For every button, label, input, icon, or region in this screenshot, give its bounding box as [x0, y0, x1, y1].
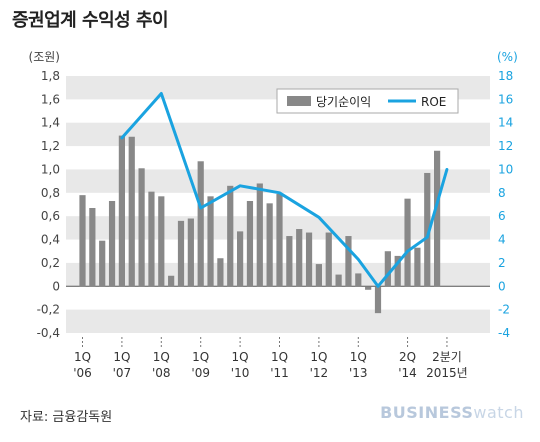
- bar: [79, 195, 86, 287]
- left-tick-label: 0,8: [41, 186, 60, 200]
- legend-bar-swatch: [287, 96, 311, 106]
- bar: [217, 258, 224, 287]
- x-tick-label: 1Q: [350, 350, 367, 364]
- bar: [276, 193, 283, 287]
- right-tick-label: -2: [498, 303, 510, 317]
- bar: [355, 273, 362, 287]
- bar: [414, 247, 421, 287]
- x-tick-label: '11: [270, 366, 289, 380]
- left-tick-label: 0,4: [41, 233, 60, 247]
- right-tick-label: 4: [498, 233, 506, 247]
- brand-part1: BUSINESS: [380, 403, 474, 422]
- x-tick-label: 1Q: [271, 350, 288, 364]
- left-tick-label: 1,6: [41, 92, 60, 106]
- x-tick-label: '07: [113, 366, 132, 380]
- legend-bar-label: 당기순이익: [316, 95, 371, 109]
- bar: [158, 196, 165, 287]
- bar: [89, 208, 96, 287]
- left-tick-label: -0,4: [37, 326, 60, 340]
- x-tick-label: '09: [191, 366, 210, 380]
- bar: [335, 274, 342, 287]
- right-tick-label: -4: [498, 326, 510, 340]
- right-axis-unit: (%): [497, 50, 518, 64]
- bar: [305, 232, 313, 287]
- bar: [384, 251, 391, 287]
- right-tick-label: 16: [498, 92, 513, 106]
- bar: [168, 275, 175, 287]
- right-tick-label: 18: [498, 69, 513, 83]
- x-tick-label: 1Q: [310, 350, 327, 364]
- bar: [365, 286, 372, 290]
- left-axis-unit: (조원): [29, 50, 60, 64]
- bar: [325, 232, 332, 287]
- bar: [256, 183, 263, 287]
- bar: [266, 203, 273, 287]
- bar: [99, 240, 106, 287]
- x-tick-label: '08: [152, 366, 171, 380]
- bar: [128, 136, 135, 287]
- x-tick-label: 2Q: [399, 350, 416, 364]
- x-tick-label: '06: [73, 366, 92, 380]
- bar: [296, 229, 303, 287]
- bar: [148, 191, 155, 287]
- grid-band: [66, 309, 490, 333]
- x-tick-label: 1Q: [153, 350, 170, 364]
- left-tick-label: -0,2: [37, 303, 60, 317]
- x-tick-label: '10: [231, 366, 250, 380]
- bar: [286, 236, 293, 287]
- x-tick-label: 2015년: [426, 366, 468, 380]
- right-tick-label: 8: [498, 186, 506, 200]
- right-tick-label: 14: [498, 116, 513, 130]
- left-tick-label: 0,6: [41, 209, 60, 223]
- right-tick-label: 2: [498, 256, 506, 270]
- bar: [187, 218, 194, 287]
- bar: [237, 231, 244, 287]
- legend: 당기순이익 ROE: [276, 88, 459, 114]
- bar: [374, 286, 382, 314]
- left-tick-label: 1,2: [41, 139, 60, 153]
- bar: [118, 135, 125, 287]
- x-tick-label: 1Q: [232, 350, 249, 364]
- x-tick-label: 1Q: [113, 350, 130, 364]
- left-tick-label: 0,2: [41, 256, 60, 270]
- bar: [434, 150, 441, 287]
- x-tick-label: '12: [310, 366, 329, 380]
- bar: [227, 185, 234, 287]
- bar: [197, 161, 204, 287]
- x-tick-label: '14: [398, 366, 417, 380]
- source-note: 자료: 금융감독원: [20, 410, 113, 425]
- bar: [246, 200, 254, 287]
- x-tick-label: '13: [349, 366, 368, 380]
- right-tick-label: 12: [498, 139, 513, 153]
- bar: [404, 198, 411, 287]
- bar: [177, 220, 185, 287]
- chart-title: 증권업계 수익성 추이: [12, 10, 169, 31]
- brand-part2: watch: [473, 403, 524, 422]
- left-tick-label: 1,4: [41, 116, 60, 130]
- bar: [424, 172, 431, 287]
- x-tick-label: 1Q: [192, 350, 209, 364]
- legend-line-label: ROE: [421, 95, 446, 109]
- right-tick-label: 10: [498, 162, 513, 176]
- x-tick-label: 1Q: [74, 350, 91, 364]
- right-tick-label: 6: [498, 209, 506, 223]
- x-tick-label: 2분기: [432, 350, 462, 364]
- bar: [108, 200, 116, 287]
- right-tick-label: 0: [498, 279, 506, 293]
- bar: [138, 168, 145, 287]
- bar: [315, 264, 322, 287]
- left-tick-label: 1,0: [41, 162, 60, 176]
- grid-band: [66, 169, 490, 193]
- bar: [345, 236, 352, 287]
- brand-logo: BUSINESSwatch: [380, 403, 524, 422]
- left-tick-label: 1,8: [41, 69, 60, 83]
- bar: [207, 196, 214, 287]
- left-tick-label: 0: [52, 279, 60, 293]
- bar: [394, 255, 401, 287]
